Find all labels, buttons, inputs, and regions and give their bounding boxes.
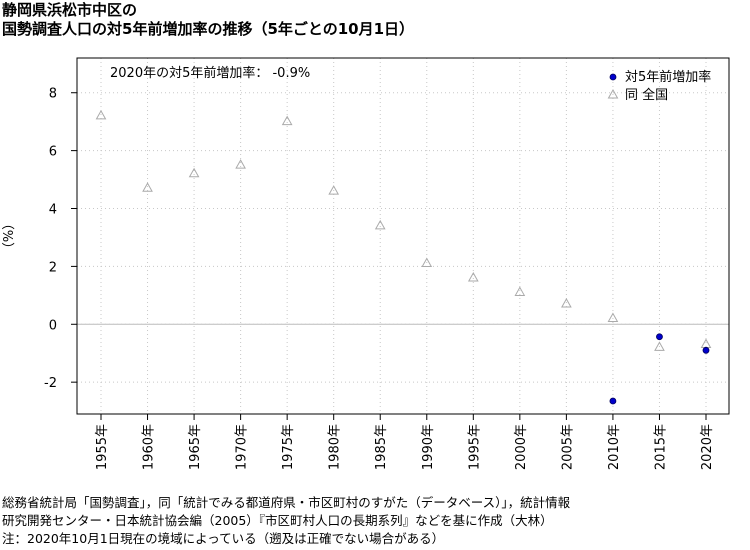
- legend-label-series-1: 対5年前増加率: [625, 69, 711, 85]
- national-point: [328, 185, 340, 195]
- title-line-2: 国勢調査人口の対5年前増加率の推移（5年ごとの10月1日）: [2, 20, 415, 38]
- legend-marker-series-1: [609, 73, 617, 81]
- annotation-text: 2020年の対5年前増加率： -0.9%: [110, 65, 310, 81]
- note-line-1: 総務省統計局「国勢調査」，同「統計でみる都道府県・市区町村のすがた（データベース…: [2, 495, 571, 510]
- y-tick-label: 6: [49, 145, 57, 160]
- grid-lines: [77, 58, 729, 414]
- note-line-2: 研究開発センター・日本統計協会編（2005）『市区町村人口の長期系列』などを基に…: [2, 513, 553, 528]
- x-tick-label: 1985年: [374, 424, 389, 470]
- x-tick-label: 2020年: [700, 424, 715, 470]
- x-tick-label: 2010年: [607, 424, 622, 470]
- y-tick-label: 0: [49, 318, 57, 333]
- x-tick-label: 1990年: [421, 424, 436, 470]
- national-point: [374, 219, 386, 230]
- y-axis-label: （%）: [2, 217, 17, 255]
- legend-label-series-2: 同 全国: [625, 87, 668, 103]
- data-marks: [95, 109, 712, 405]
- x-tick-label: 1970年: [235, 424, 250, 470]
- x-tick-label: 1975年: [281, 424, 296, 470]
- national-point: [654, 341, 665, 351]
- y-axis: -2 0 2 4 6 8: [44, 87, 77, 391]
- legend: 対5年前増加率 同 全国: [607, 69, 711, 103]
- y-tick-label: 8: [49, 87, 57, 102]
- national-point: [561, 297, 572, 308]
- y-tick-label: 2: [49, 260, 57, 275]
- y-tick-label: -2: [44, 376, 57, 391]
- x-tick-label: 1965年: [188, 424, 203, 470]
- national-point: [421, 257, 433, 267]
- x-tick-label: 2005年: [560, 424, 575, 470]
- chart-title: 静岡県浜松市中区の 国勢調査人口の対5年前増加率の推移（5年ごとの10月1日）: [2, 1, 414, 39]
- national-point: [142, 182, 153, 192]
- national-point: [607, 312, 619, 322]
- legend-marker-series-2: [607, 88, 619, 99]
- growth-rate-point: [702, 346, 710, 354]
- x-tick-label: 1960年: [142, 424, 157, 470]
- x-tick-label: 1995年: [467, 424, 482, 470]
- y-tick-label: 4: [49, 203, 57, 218]
- x-tick-label: 2000年: [514, 424, 529, 470]
- national-point: [281, 115, 293, 126]
- national-point: [514, 286, 526, 296]
- growth-rate-point: [609, 397, 617, 405]
- source-notes: 総務省統計局「国勢調査」，同「統計でみる都道府県・市区町村のすがた（データベース…: [2, 494, 570, 548]
- x-axis: 1955年 1960年 1965年 1970年 1975年 1980年 1985年 1990年…: [95, 414, 715, 470]
- national-point: [235, 159, 246, 169]
- title-line-1: 静岡県浜松市中区の: [2, 1, 138, 19]
- x-tick-label: 1980年: [328, 424, 343, 470]
- x-tick-label: 2015年: [653, 424, 668, 470]
- plot-frame: [76, 57, 730, 415]
- national-point: [95, 109, 107, 120]
- x-tick-label: 1955年: [95, 424, 110, 470]
- growth-rate-point: [656, 333, 663, 341]
- note-line-3: 注：2020年10月1日現在の境域によっている（遡及は正確でない場合がある）: [2, 531, 445, 546]
- national-point: [188, 167, 200, 178]
- national-point: [467, 271, 479, 282]
